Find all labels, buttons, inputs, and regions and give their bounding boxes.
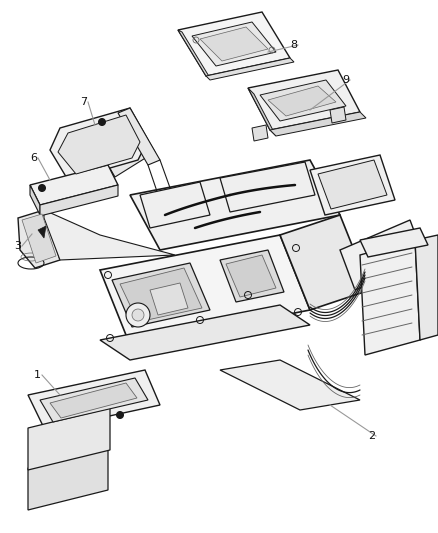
Polygon shape: [100, 235, 310, 345]
Polygon shape: [330, 107, 346, 123]
Circle shape: [99, 118, 106, 125]
Polygon shape: [120, 268, 202, 322]
Text: 9: 9: [342, 75, 349, 85]
Circle shape: [126, 303, 150, 327]
Polygon shape: [268, 86, 336, 116]
Polygon shape: [248, 88, 276, 136]
Polygon shape: [220, 162, 315, 212]
Polygon shape: [178, 12, 290, 76]
Polygon shape: [360, 228, 428, 257]
Polygon shape: [30, 165, 118, 205]
Polygon shape: [118, 108, 160, 165]
Polygon shape: [30, 185, 40, 215]
Polygon shape: [58, 115, 140, 174]
Polygon shape: [112, 263, 210, 327]
Polygon shape: [150, 283, 188, 315]
Polygon shape: [50, 108, 148, 180]
Polygon shape: [252, 125, 268, 141]
Polygon shape: [318, 160, 387, 209]
Polygon shape: [50, 383, 137, 418]
Circle shape: [39, 184, 46, 191]
Polygon shape: [130, 160, 340, 250]
Circle shape: [132, 309, 144, 321]
Polygon shape: [40, 185, 118, 216]
Text: 8: 8: [290, 40, 297, 50]
Polygon shape: [28, 448, 108, 510]
Polygon shape: [18, 210, 60, 268]
Polygon shape: [100, 305, 310, 360]
Polygon shape: [226, 255, 276, 297]
Polygon shape: [340, 220, 425, 290]
Polygon shape: [140, 182, 210, 228]
Polygon shape: [270, 112, 366, 136]
Polygon shape: [28, 408, 110, 470]
Polygon shape: [415, 235, 438, 340]
Polygon shape: [40, 378, 148, 422]
Polygon shape: [192, 22, 276, 66]
Polygon shape: [220, 360, 360, 410]
Polygon shape: [280, 215, 370, 310]
Polygon shape: [22, 214, 56, 263]
Polygon shape: [44, 210, 175, 260]
Polygon shape: [310, 155, 395, 215]
Polygon shape: [28, 370, 160, 430]
Polygon shape: [260, 80, 346, 121]
Polygon shape: [360, 240, 420, 355]
Text: 7: 7: [80, 97, 87, 107]
Polygon shape: [108, 140, 155, 177]
Text: 2: 2: [368, 431, 375, 441]
Polygon shape: [220, 250, 284, 302]
Text: 6: 6: [30, 153, 37, 163]
Polygon shape: [178, 30, 210, 78]
Text: 3: 3: [14, 241, 21, 251]
Polygon shape: [38, 226, 46, 238]
Polygon shape: [248, 70, 360, 130]
Polygon shape: [200, 27, 268, 61]
Circle shape: [117, 411, 124, 418]
Text: 1: 1: [34, 370, 41, 380]
Polygon shape: [206, 58, 294, 80]
